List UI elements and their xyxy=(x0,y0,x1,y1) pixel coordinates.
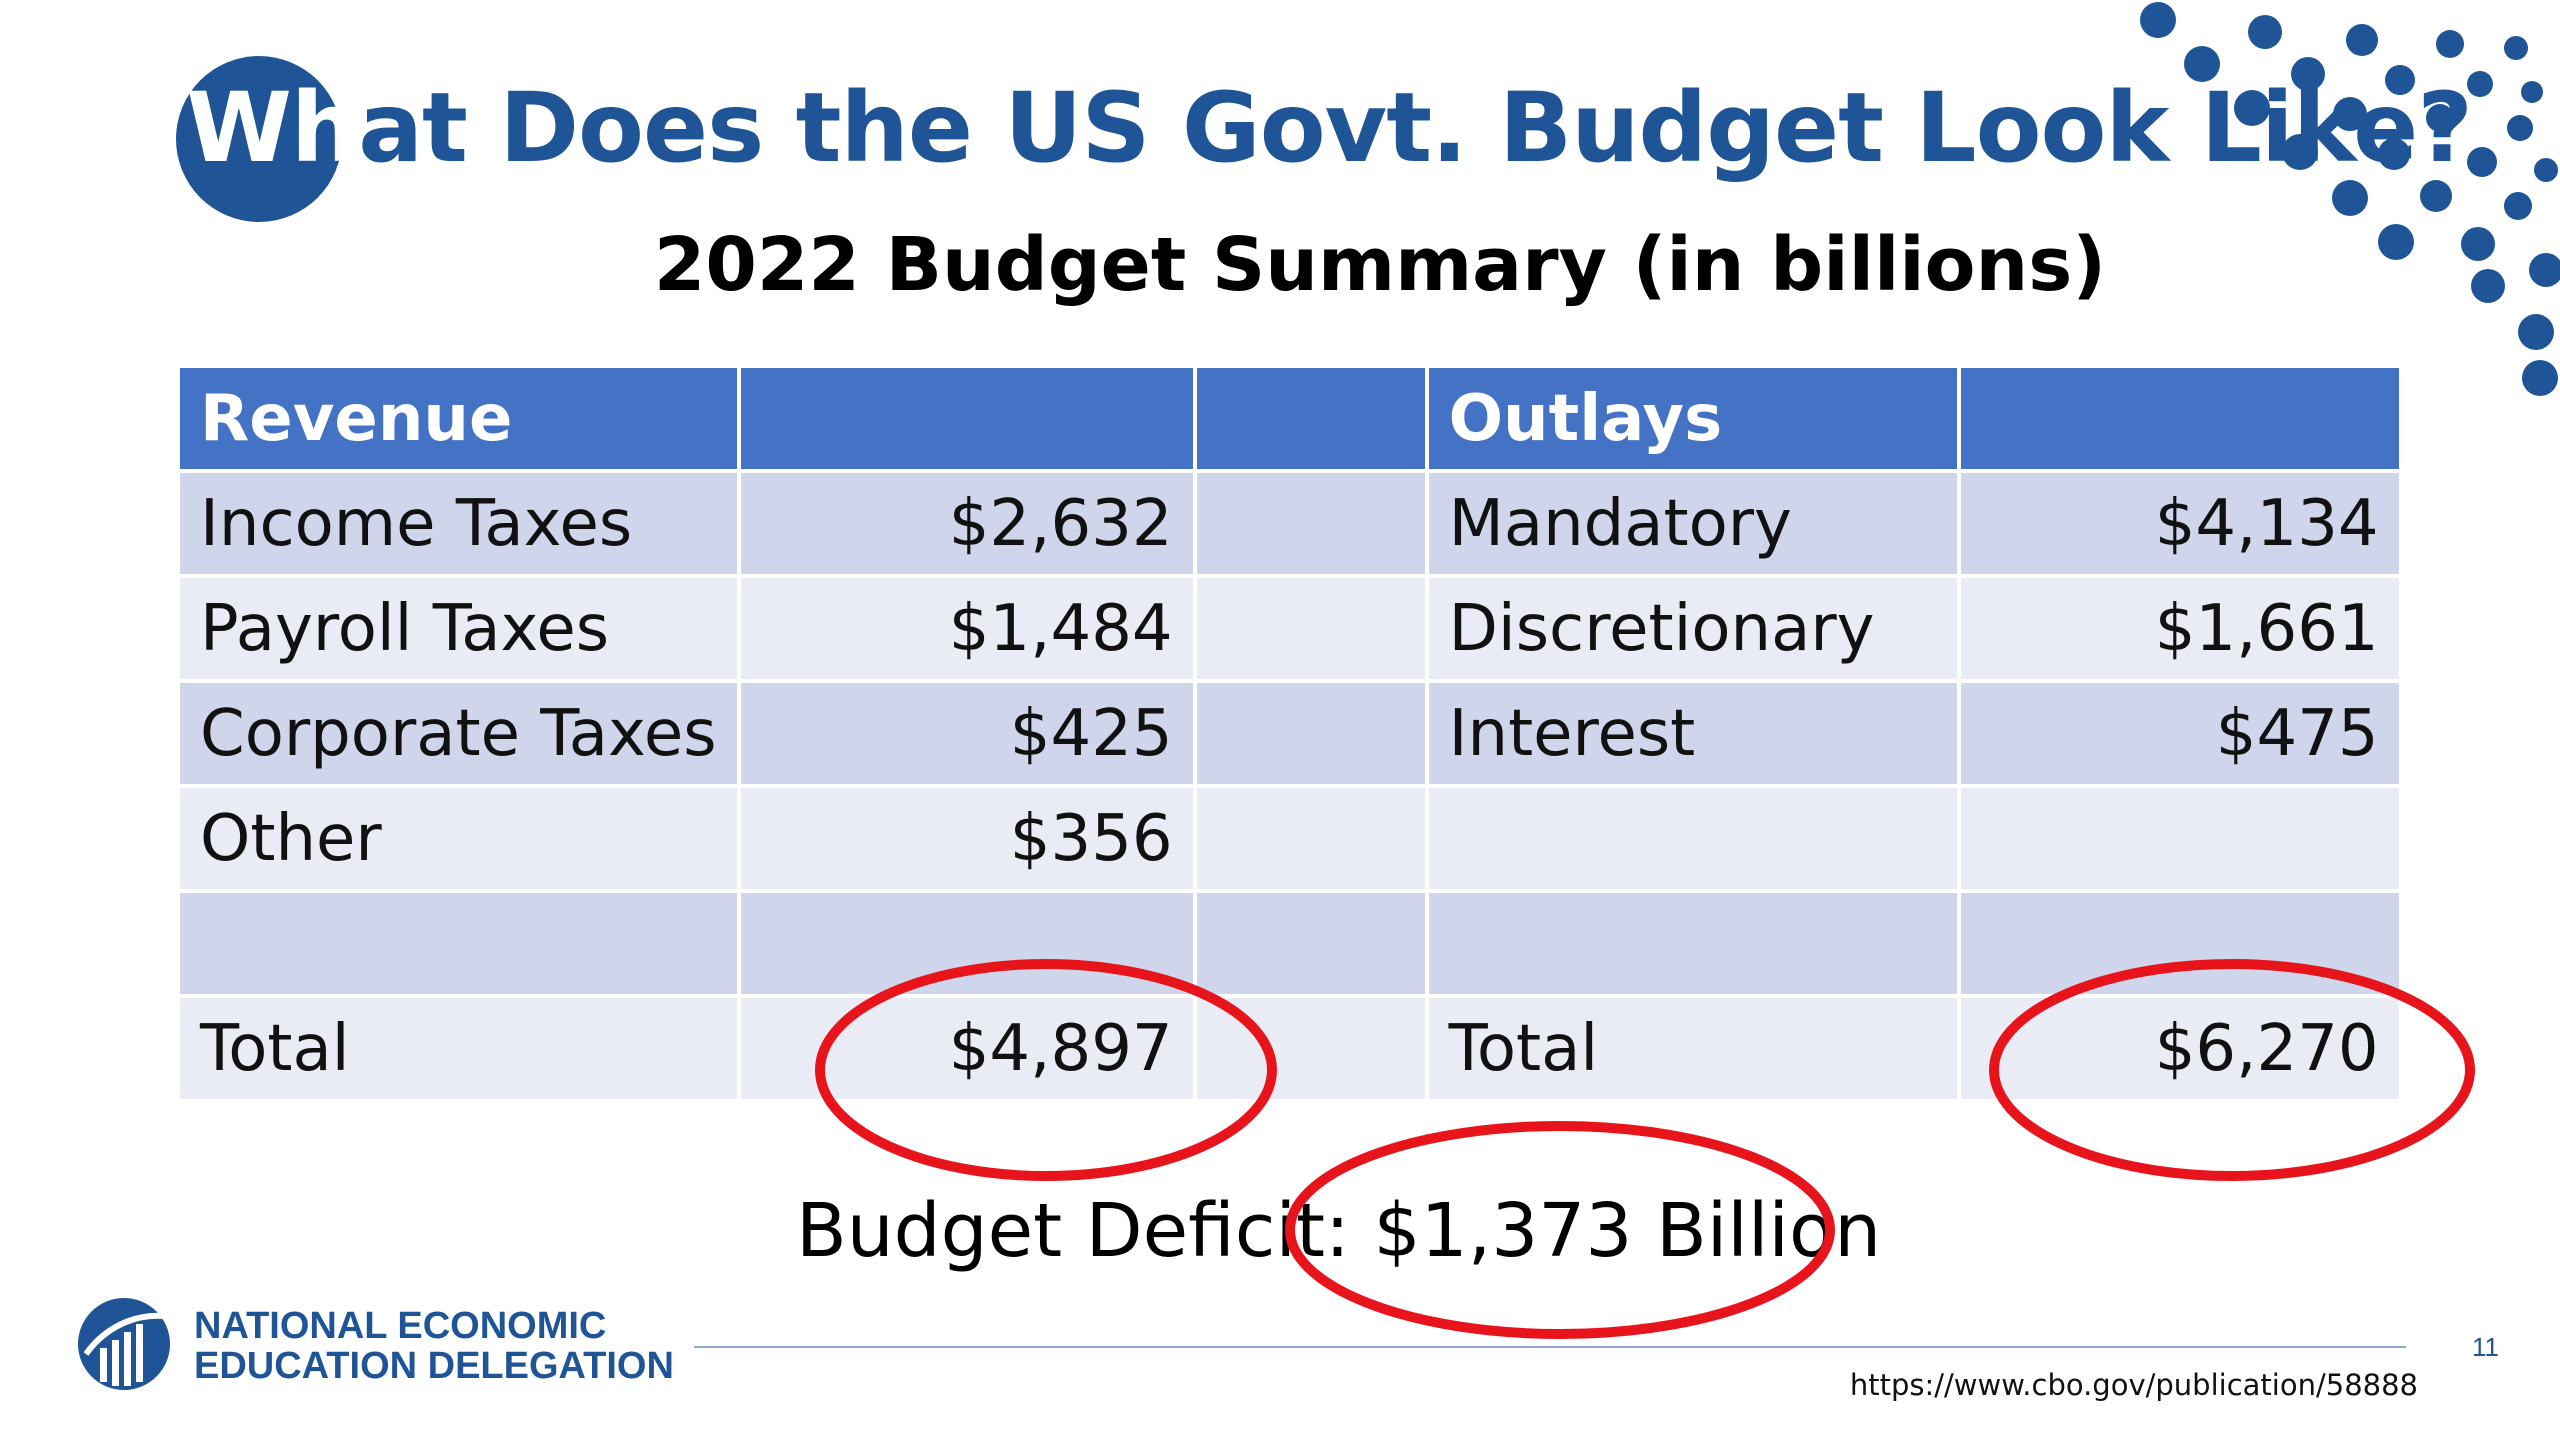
spacer-cell xyxy=(1192,994,1429,1103)
header-revenue: Revenue xyxy=(176,364,741,473)
outlay-total-label: Total xyxy=(1424,994,1961,1103)
header-spacer xyxy=(1192,364,1429,473)
title-circle-accent xyxy=(176,56,342,222)
revenue-total-label: Total xyxy=(176,994,741,1103)
spacer-cell xyxy=(1192,784,1429,893)
outlay-total-value: $6,270 xyxy=(1956,994,2403,1103)
table-row xyxy=(176,889,2403,998)
revenue-value: $425 xyxy=(736,679,1197,788)
table-header-row: Revenue Outlays xyxy=(176,364,2403,473)
revenue-value: $1,484 xyxy=(736,574,1197,683)
header-col-2 xyxy=(736,364,1197,473)
header-col-5 xyxy=(1956,364,2403,473)
revenue-label xyxy=(176,889,741,998)
deficit-value: $1,373 Billion xyxy=(1373,1188,1882,1274)
header-outlays: Outlays xyxy=(1424,364,1961,473)
spacer-cell xyxy=(1192,469,1429,578)
title-highlight: Wh xyxy=(186,72,359,184)
outlay-label: Interest xyxy=(1424,679,1961,788)
outlay-value: $475 xyxy=(1956,679,2403,788)
source-link[interactable]: https://www.cbo.gov/publication/58888 xyxy=(1849,1368,2418,1402)
footer-divider xyxy=(694,1346,2406,1348)
budget-summary-table: Revenue Outlays Income Taxes $2,632 Mand… xyxy=(176,364,2403,1103)
table-row: Other $356 xyxy=(176,784,2403,893)
outlay-value xyxy=(1956,889,2403,998)
page-number: 11 xyxy=(2472,1332,2499,1362)
revenue-value xyxy=(736,889,1197,998)
table-row: Income Taxes $2,632 Mandatory $4,134 xyxy=(176,469,2403,578)
title-rest: at Does the US Govt. Budget Look Like? xyxy=(358,72,2473,184)
revenue-label: Income Taxes xyxy=(176,469,741,578)
outlay-label: Discretionary xyxy=(1424,574,1961,683)
org-name-line-2: EDUCATION DELEGATION xyxy=(194,1345,674,1387)
deficit-label: Budget Deficit: xyxy=(796,1188,1350,1274)
need-logo-icon xyxy=(78,1298,170,1390)
table-total-row: Total $4,897 Total $6,270 xyxy=(176,994,2403,1103)
slide-title: What Does the US Govt. Budget Look Like? xyxy=(186,72,2473,184)
outlay-label xyxy=(1424,889,1961,998)
budget-deficit: Budget Deficit: $1,373 Billion xyxy=(796,1188,1881,1274)
org-name-line-1: NATIONAL ECONOMIC xyxy=(194,1305,607,1347)
slide-subtitle: 2022 Budget Summary (in billions) xyxy=(653,222,2107,308)
decorative-dot-pattern xyxy=(2140,2,2560,396)
outlay-value: $4,134 xyxy=(1956,469,2403,578)
spacer-cell xyxy=(1192,574,1429,683)
table-row: Payroll Taxes $1,484 Discretionary $1,66… xyxy=(176,574,2403,683)
revenue-value: $2,632 xyxy=(736,469,1197,578)
revenue-value: $356 xyxy=(736,784,1197,893)
revenue-total-value: $4,897 xyxy=(736,994,1197,1103)
outlay-value xyxy=(1956,784,2403,893)
spacer-cell xyxy=(1192,889,1429,998)
outlay-label xyxy=(1424,784,1961,893)
outlay-value: $1,661 xyxy=(1956,574,2403,683)
table-row: Corporate Taxes $425 Interest $475 xyxy=(176,679,2403,788)
spacer-cell xyxy=(1192,679,1429,788)
revenue-label: Payroll Taxes xyxy=(176,574,741,683)
revenue-label: Other xyxy=(176,784,741,893)
revenue-label: Corporate Taxes xyxy=(176,679,741,788)
organization-name: NATIONAL ECONOMIC EDUCATION DELEGATION xyxy=(194,1306,674,1386)
outlay-label: Mandatory xyxy=(1424,469,1961,578)
